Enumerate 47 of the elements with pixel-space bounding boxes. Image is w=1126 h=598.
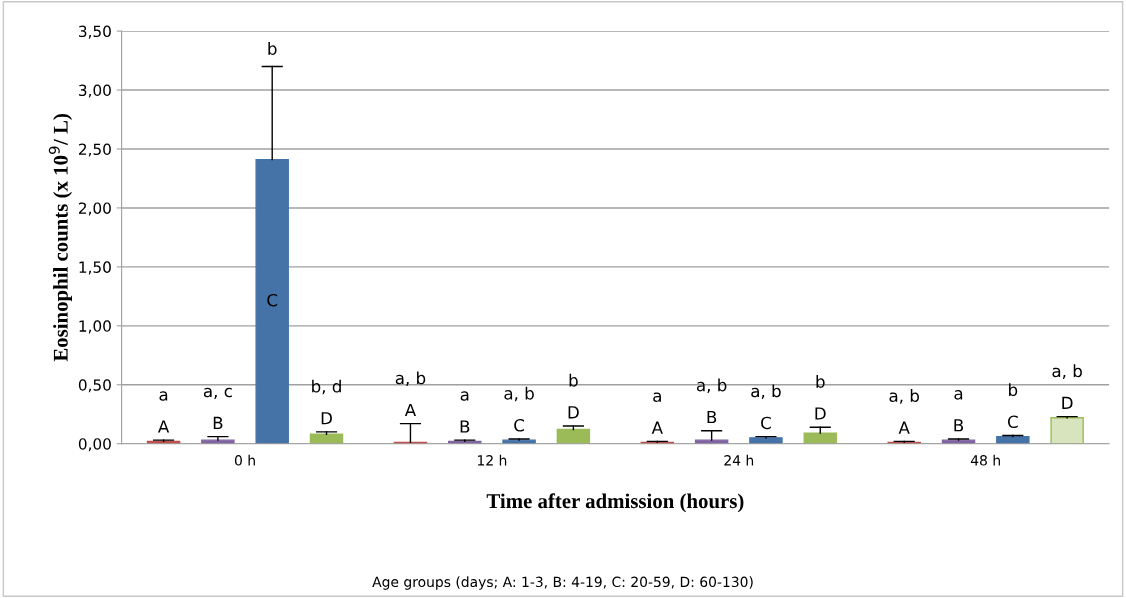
text: C: [267, 293, 278, 307]
annotation: a: [653, 392, 661, 403]
y-axis-title: Eosinophil counts (x 10$^{9}$/ L): [48, 114, 73, 362]
y-tick-label: 2,50: [78, 143, 111, 157]
text: C: [1007, 415, 1018, 429]
series-label: D: [1062, 396, 1073, 409]
series-label: C: [761, 416, 771, 430]
y-tick-label: 3,00: [79, 84, 111, 98]
text: A: [898, 421, 910, 434]
annotation: b: [268, 42, 277, 55]
series-label: A: [158, 420, 170, 433]
x-tick-label: 12 h: [478, 454, 507, 466]
annotation: b: [816, 374, 825, 388]
text: D: [321, 412, 332, 425]
annotation: a, b: [751, 384, 781, 399]
text: Age groups (days; A: 1-3, B: 4-19, C: 20-59, D: 60-130): [372, 576, 753, 590]
annotation: b: [1009, 383, 1018, 397]
x-tick-label: 48 h: [970, 454, 1000, 466]
text: C: [514, 419, 524, 432]
annotation: a, b: [889, 389, 919, 404]
x-axis-title: Time after admission (hours): [486, 493, 744, 513]
y-tick-label: 2,00: [78, 202, 111, 216]
annotation: b, d: [312, 379, 341, 395]
text: D: [568, 406, 579, 419]
y-tick-label: 3,50: [79, 25, 111, 39]
annotation: a, b: [395, 371, 426, 387]
text: A: [651, 421, 663, 434]
text: B: [213, 416, 223, 430]
annotation: b: [569, 373, 578, 387]
annotation: a: [460, 391, 469, 401]
annotation: a, b: [1052, 364, 1082, 379]
text: A: [404, 403, 417, 417]
y-tick-label: 0,00: [78, 438, 111, 452]
x-tick-label: 24 h: [724, 454, 754, 466]
text: B: [707, 410, 717, 424]
text: D: [815, 407, 826, 420]
y-tick-label: 1,50: [79, 261, 111, 275]
y-tick-label: 0,50: [78, 379, 111, 393]
annotation: a, c: [203, 387, 232, 399]
annotation: a, b: [504, 386, 534, 402]
series-label: B: [460, 420, 470, 433]
y-tick-label: 1,00: [79, 320, 111, 334]
x-tick-label: 0 h: [234, 454, 255, 466]
annotation: a: [159, 391, 168, 401]
text: B: [954, 419, 964, 432]
annotation: a: [954, 390, 963, 400]
annotation: a, b: [696, 378, 727, 394]
